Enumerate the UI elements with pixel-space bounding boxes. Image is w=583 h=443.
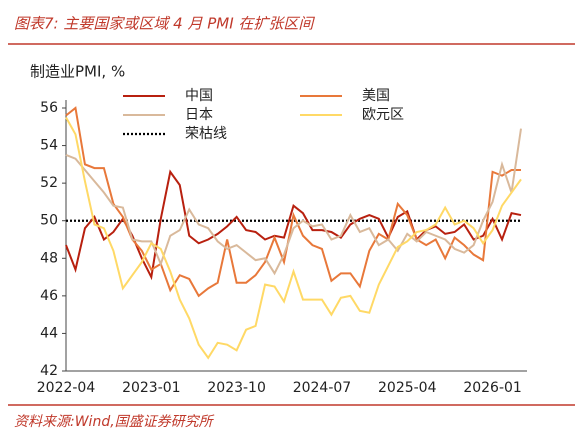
x-tick-label: 2024-07 [293,380,352,396]
x-tick-label: 2023-10 [207,380,266,396]
legend-label: 欧元区 [362,107,404,123]
chart-title: 图表7: 主要国家或区域 4 月 PMI 在扩张区间 [14,15,315,33]
legend-label: 美国 [362,88,390,104]
legend-label: 日本 [185,107,213,123]
x-tick-label: 2026-01 [463,380,522,396]
series-line [65,106,521,298]
series-line [65,169,522,281]
series-line [65,116,522,360]
y-tick-label: 50 [40,213,58,229]
x-tick-label: 2023-01 [122,380,181,396]
source-note: 资料来源:Wind,国盛证券研究所 [14,414,215,430]
y-tick-label: 56 [40,100,58,116]
legend-label: 荣枯线 [185,126,227,142]
y-tick-label: 44 [40,325,58,341]
y-tick-label: 52 [40,175,58,191]
series-line [65,128,522,276]
y-axis-label: 制造业PMI, % [30,63,125,81]
x-tick-label: 2025-04 [378,380,437,396]
y-tick-label: 42 [40,363,58,379]
y-tick-label: 46 [40,288,58,304]
y-tick-label: 48 [40,250,58,266]
y-tick-label: 54 [40,138,58,154]
x-tick-label: 2022-04 [37,380,96,396]
legend-label: 中国 [185,88,213,104]
